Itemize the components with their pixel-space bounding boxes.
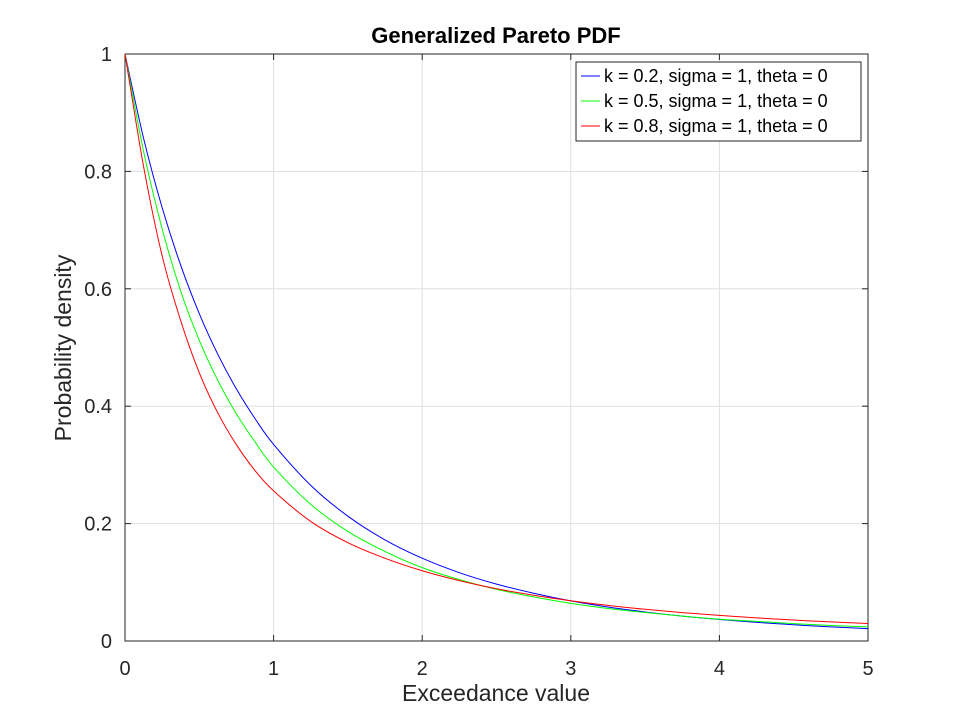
series-line-2 xyxy=(124,53,869,628)
axes-box xyxy=(124,53,869,642)
series-lines xyxy=(124,53,869,630)
y-axis-title: Probability density xyxy=(50,254,76,441)
y-tick-label: 0.8 xyxy=(84,161,112,183)
tick-labels: 0 1 2 3 4 5 0 0.2 0.4 0.6 0.8 1 xyxy=(84,44,873,680)
y-tick-label: 0.4 xyxy=(84,396,112,418)
plot-area-border xyxy=(124,53,869,642)
legend-label-1: k = 0.2, sigma = 1, theta = 0 xyxy=(604,66,828,86)
x-tick-label: 5 xyxy=(862,658,873,680)
y-tick-label: 0 xyxy=(101,631,112,653)
x-tick-label: 3 xyxy=(565,658,576,680)
x-axis-title: Exceedance value xyxy=(402,680,590,706)
x-tick-label: 4 xyxy=(714,658,725,680)
legend-box xyxy=(575,61,862,142)
y-tick-label: 0.6 xyxy=(84,279,112,301)
y-tick-label: 1 xyxy=(101,44,112,66)
legend: k = 0.2, sigma = 1, theta = 0 k = 0.5, si… xyxy=(575,61,862,142)
x-tick-label: 0 xyxy=(119,658,130,680)
legend-label-3: k = 0.8, sigma = 1, theta = 0 xyxy=(604,116,828,136)
chart-title: Generalized Pareto PDF xyxy=(371,23,620,48)
grid-lines xyxy=(124,53,869,642)
y-tick-label: 0.2 xyxy=(84,514,112,536)
x-tick-label: 2 xyxy=(417,658,428,680)
series-line-3 xyxy=(124,53,869,625)
x-tick-label: 1 xyxy=(268,658,279,680)
legend-label-2: k = 0.5, sigma = 1, theta = 0 xyxy=(604,91,828,111)
